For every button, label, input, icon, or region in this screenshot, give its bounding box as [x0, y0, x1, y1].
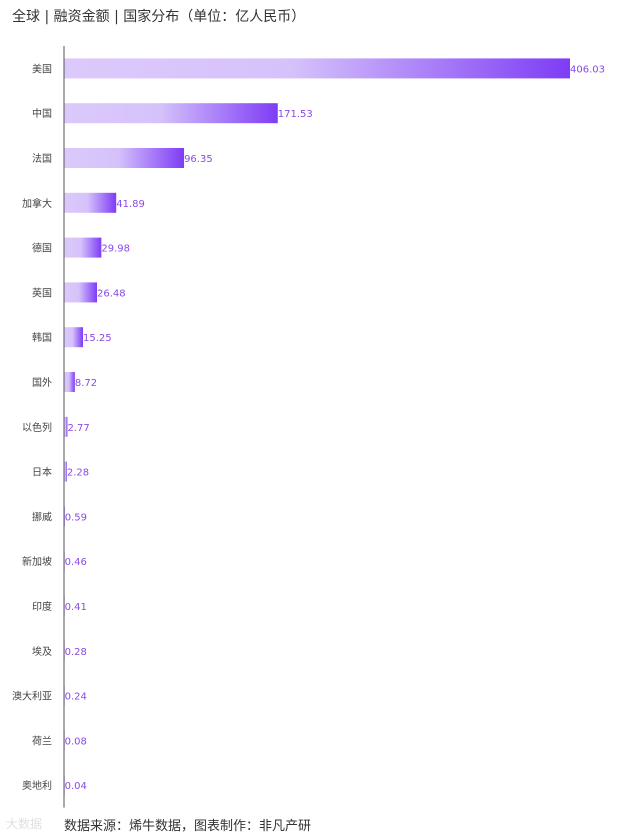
value-label: 8.72: [75, 378, 97, 389]
chart-title: 全球 | 融资金额 | 国家分布（单位：亿人民币）: [12, 9, 306, 25]
bar: [64, 237, 102, 258]
source-note: 数据来源：烯牛数据，图表制作：非凡产研: [64, 819, 312, 834]
category-label: 韩国: [32, 331, 52, 344]
bar: [64, 372, 75, 392]
category-label: 澳大利亚: [12, 690, 52, 703]
category-label: 埃及: [32, 645, 52, 658]
bar: [64, 327, 84, 348]
value-label: 0.08: [65, 736, 87, 747]
bars-layer: 美国 406.03 中国 171.53 法国 96.35 加拿大 41.89 德国 29.98 英国…: [12, 58, 605, 796]
category-label: 美国: [32, 62, 52, 75]
category-label: 新加坡: [22, 555, 52, 568]
bar: [64, 192, 117, 213]
category-label: 中国: [32, 107, 52, 120]
value-label: 0.04: [65, 781, 87, 792]
bar: [64, 58, 570, 79]
category-label: 加拿大: [22, 197, 52, 210]
value-label: 0.41: [65, 602, 87, 613]
category-label: 国外: [32, 377, 52, 389]
value-label: 29.98: [101, 244, 130, 255]
bar: [64, 416, 68, 437]
value-label: 406.03: [570, 64, 605, 75]
category-label: 以色列: [22, 421, 52, 434]
value-label: 2.77: [67, 423, 89, 434]
bar: [64, 461, 67, 482]
value-label: 15.25: [83, 333, 112, 344]
category-label: 法国: [32, 152, 52, 165]
bar: [64, 148, 185, 168]
category-label: 奥地利: [22, 779, 52, 792]
category-label: 印度: [32, 600, 52, 613]
category-label: 挪威: [32, 510, 52, 523]
category-label: 英国: [32, 286, 52, 299]
value-label: 96.35: [184, 154, 213, 165]
value-label: 26.48: [97, 288, 126, 299]
category-label: 荷兰: [32, 734, 52, 747]
category-label: 日本: [32, 466, 52, 479]
watermark: 大数据: [6, 817, 43, 831]
bar: [64, 282, 97, 303]
value-label: 0.46: [65, 557, 87, 568]
value-label: 41.89: [116, 199, 145, 210]
value-label: 0.28: [65, 647, 87, 658]
value-label: 0.24: [65, 692, 87, 703]
value-label: 0.59: [65, 512, 87, 523]
value-label: 2.28: [67, 468, 89, 479]
category-label: 德国: [32, 242, 52, 255]
value-label: 171.53: [278, 109, 313, 120]
bar: [64, 103, 278, 124]
